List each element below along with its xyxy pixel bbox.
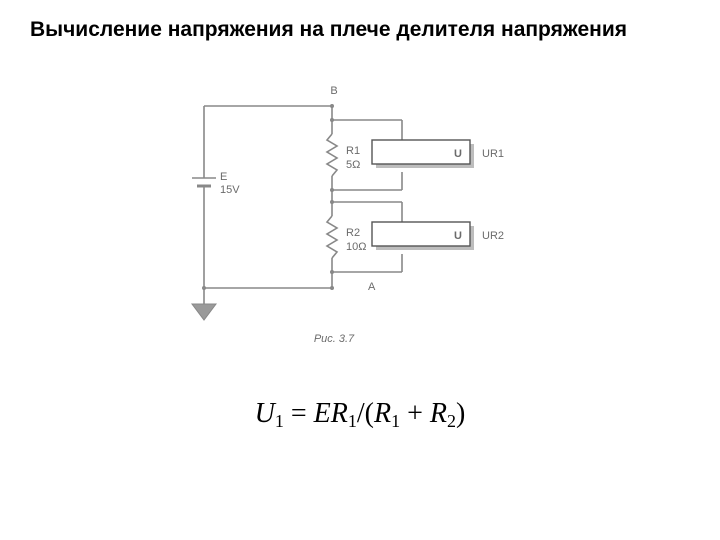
formula-slash: /( xyxy=(357,398,374,429)
resistor-r2 xyxy=(327,216,337,258)
formula-r2: R xyxy=(430,398,447,429)
meter2-label: UR2 xyxy=(482,230,504,242)
formula-plus: + xyxy=(400,398,430,429)
node-a-label: A xyxy=(368,281,376,293)
ground-icon xyxy=(192,304,216,320)
formula-sub2: 2 xyxy=(447,411,456,431)
formula-sub1c: 1 xyxy=(391,411,400,431)
page-title: Вычисление напряжения на плече делителя … xyxy=(30,18,627,42)
r2-name: R2 xyxy=(346,227,360,239)
formula-sub1a: 1 xyxy=(275,411,284,431)
junction-m2-top xyxy=(330,200,334,204)
formula-sub1b: 1 xyxy=(348,411,357,431)
meter1-label: UR1 xyxy=(482,148,504,160)
meter1-display: U xyxy=(454,148,462,160)
r2-value: 10Ω xyxy=(346,241,366,253)
formula-u: U xyxy=(255,398,275,429)
r1-value: 5Ω xyxy=(346,159,360,171)
circuit-diagram: B R1 5Ω U UR1 R2 10Ω A xyxy=(164,80,556,352)
source-name: E xyxy=(220,171,227,183)
junction-ground xyxy=(202,286,206,290)
junction-m1-bot xyxy=(330,188,334,192)
source-value: 15V xyxy=(220,184,240,196)
figure-caption: Рис. 3.7 xyxy=(314,333,355,345)
junction-m1-top xyxy=(330,118,334,122)
formula-eq: = xyxy=(284,398,314,429)
junction-m2-bot xyxy=(330,270,334,274)
resistor-r1 xyxy=(327,134,337,176)
formula-r1: R xyxy=(331,398,348,429)
formula-close: ) xyxy=(456,398,465,429)
node-top-label: B xyxy=(330,85,337,97)
formula-r1b: R xyxy=(374,398,391,429)
meter2-display: U xyxy=(454,230,462,242)
formula: U1 = ER1/(R1 + R2) xyxy=(0,398,720,432)
r1-name: R1 xyxy=(346,145,360,157)
formula-e: E xyxy=(314,398,331,429)
